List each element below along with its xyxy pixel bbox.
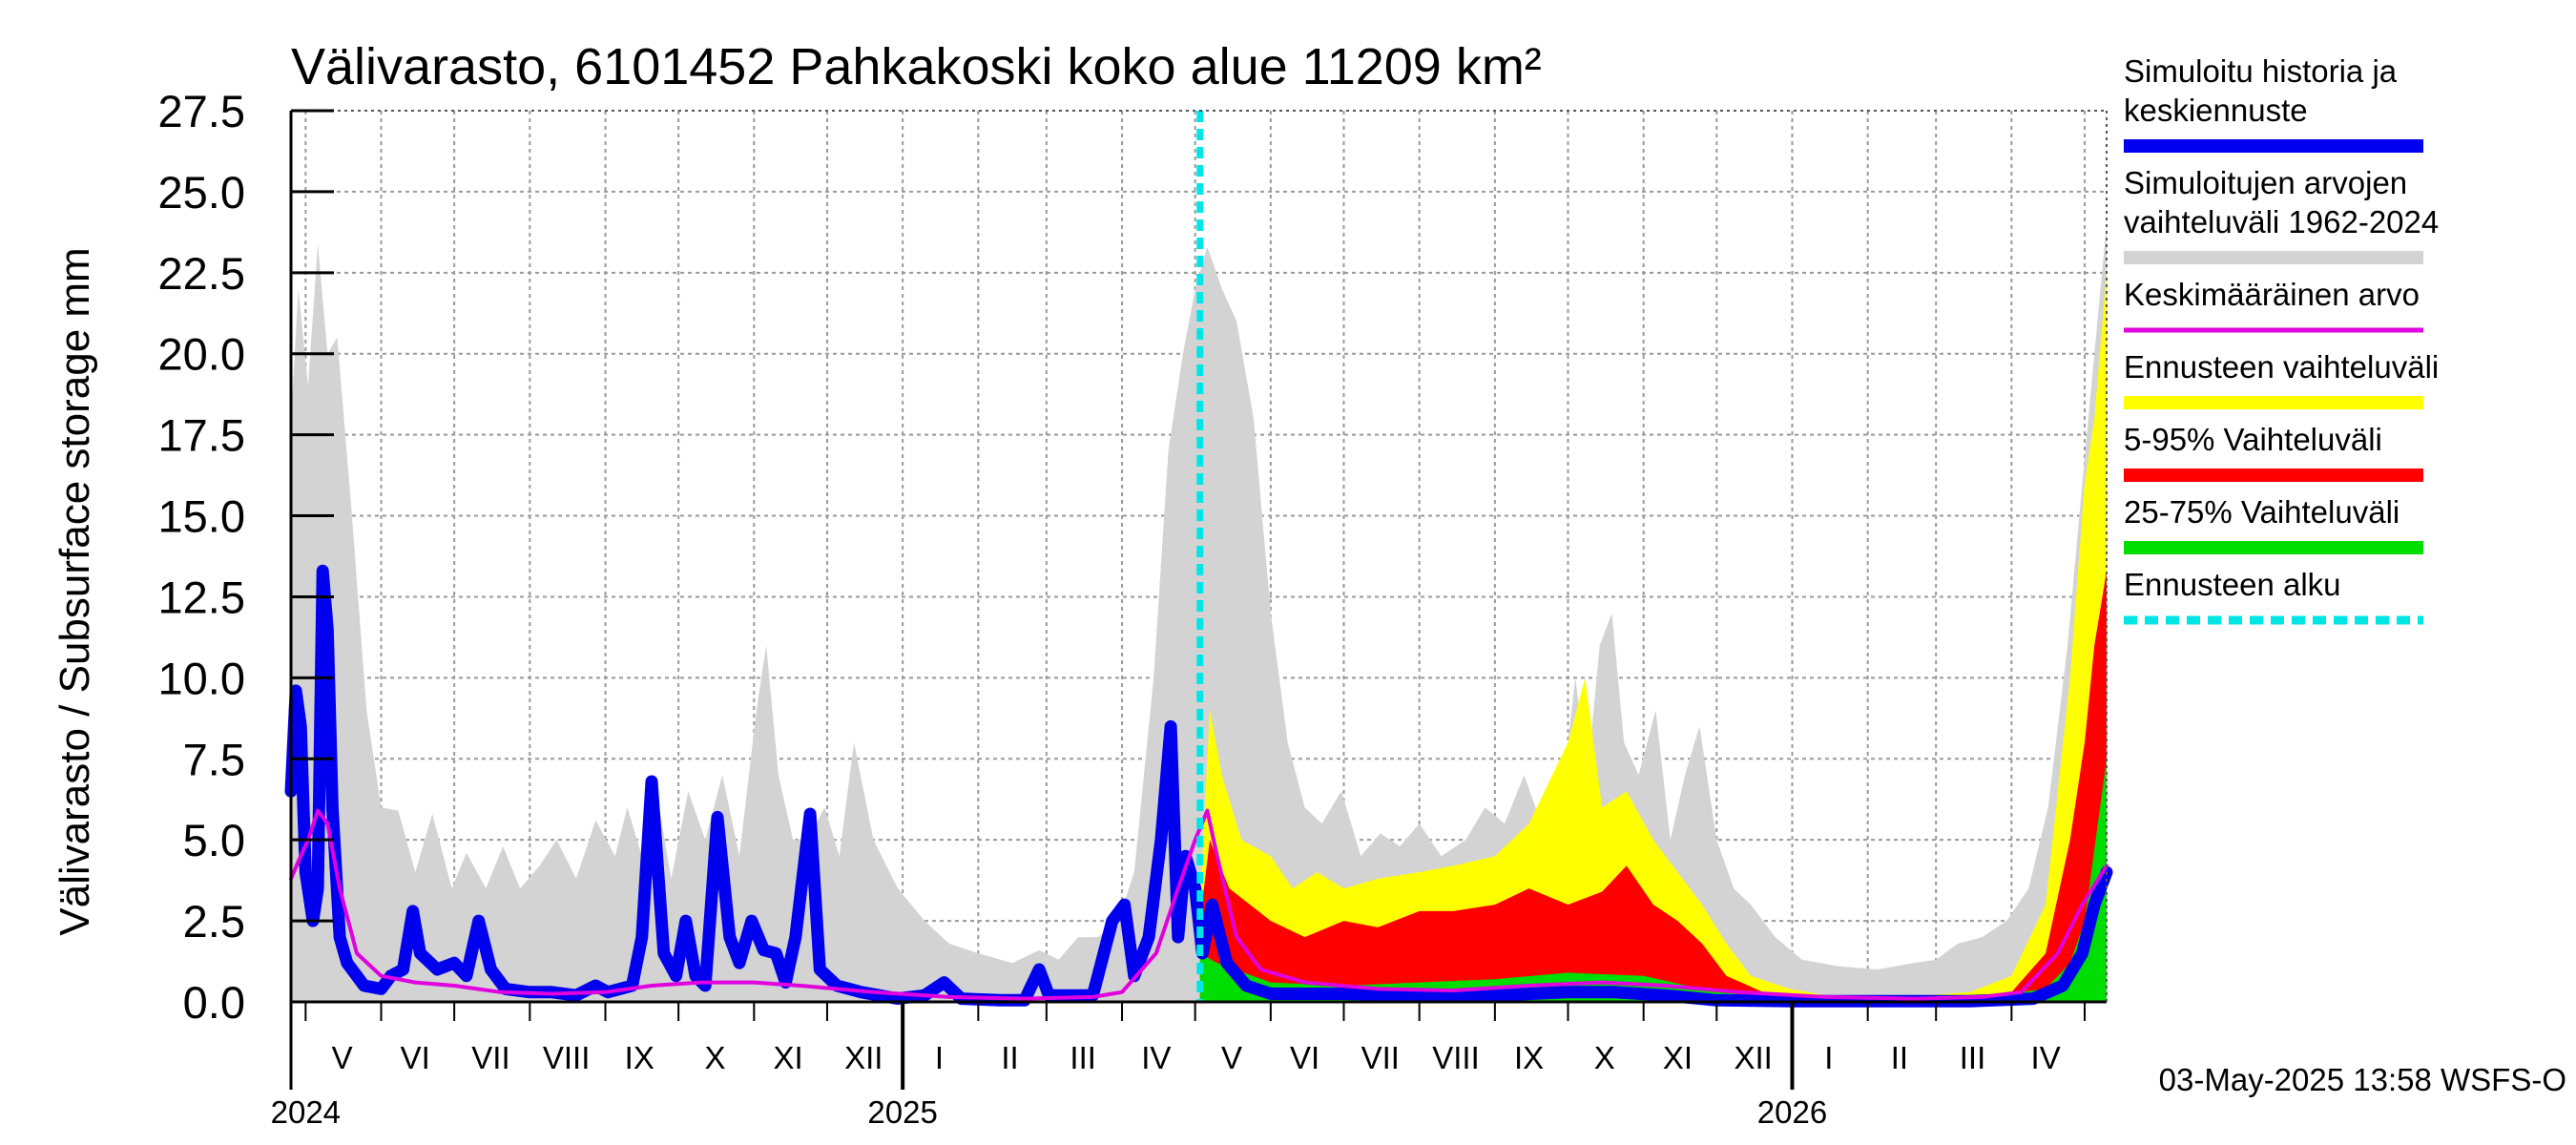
x-year-label: 2024: [271, 1094, 341, 1130]
x-month-label: VI: [1290, 1040, 1319, 1075]
y-tick-label: 10.0: [158, 653, 245, 703]
y-tick-label: 17.5: [158, 410, 245, 461]
x-month-label: X: [1594, 1040, 1615, 1075]
x-month-label: I: [1824, 1040, 1833, 1075]
legend-label: Simuloitu historia ja: [2124, 53, 2398, 89]
x-month-label: VIII: [543, 1040, 591, 1075]
y-tick-label: 25.0: [158, 167, 245, 218]
series-simuloitu-historia-ja-keskiennuste: [284, 564, 2113, 1008]
x-month-label: III: [1960, 1040, 1986, 1075]
series-lines: [284, 564, 2113, 1008]
y-tick-label: 12.5: [158, 572, 245, 622]
series-keskim-r-inen-arvo: [289, 808, 2109, 1001]
y-tick-label: 27.5: [158, 86, 245, 136]
x-month-label: XII: [844, 1040, 883, 1075]
x-year-label: 2026: [1757, 1094, 1827, 1130]
x-month-label: III: [1070, 1040, 1096, 1075]
legend: Simuloitu historia ja keskiennuste Simuloi…: [2124, 53, 2439, 625]
range-bands: [291, 223, 2107, 1002]
x-month-label: XI: [1663, 1040, 1693, 1075]
y-tick-label: 5.0: [183, 815, 245, 865]
x-month-label: XII: [1734, 1040, 1772, 1075]
legend-label: Ennusteen vaihteluväli: [2124, 349, 2439, 385]
x-year-label: 2025: [867, 1094, 937, 1130]
x-month-label: IX: [1514, 1040, 1544, 1075]
x-month-label: IV: [1141, 1040, 1171, 1075]
legend-label: Keskimääräinen arvo: [2124, 277, 2420, 312]
legend-label: keskiennuste: [2124, 93, 2308, 128]
legend-label: 25-75% Vaihteluväli: [2124, 494, 2399, 530]
x-month-label: II: [1891, 1040, 1908, 1075]
legend-label: Simuloitujen arvojen: [2124, 165, 2407, 200]
series-simuloitujen-arvojen-vaihteluv-li-1962-2024: [291, 223, 2107, 1002]
x-axis: V VI VII VIII IX X XI XII I II III IV V VI VII VIII IX X X…: [271, 1002, 2087, 1130]
x-month-label: VIII: [1432, 1040, 1480, 1075]
y-tick-label: 15.0: [158, 491, 245, 542]
chart-title: Välivarasto, 6101452 Pahkakoski koko alu…: [291, 38, 1542, 95]
series-5-95-vaihteluv-li: [1199, 571, 2107, 1002]
y-tick-label: 7.5: [183, 734, 245, 784]
x-month-label: V: [332, 1040, 353, 1075]
y-axis-label: Välivarasto / Subsurface storage mm: [52, 247, 98, 935]
x-month-label: II: [1001, 1040, 1018, 1075]
x-month-label: VII: [1361, 1040, 1400, 1075]
x-month-label: XI: [773, 1040, 802, 1075]
x-month-label: VI: [401, 1040, 430, 1075]
x-month-label: X: [704, 1040, 725, 1075]
legend-label: 5-95% Vaihteluväli: [2124, 422, 2382, 457]
legend-label: Ennusteen alku: [2124, 567, 2341, 602]
footer-timestamp: 03-May-2025 13:58 WSFS-O: [2159, 1062, 2566, 1097]
y-tick-label: 22.5: [158, 248, 245, 299]
x-month-label: IV: [2031, 1040, 2061, 1075]
y-tick-label: 2.5: [183, 896, 245, 947]
x-month-label: I: [935, 1040, 944, 1075]
x-month-label: VII: [471, 1040, 509, 1075]
x-month-label: IX: [625, 1040, 654, 1075]
legend-label: vaihteluväli 1962-2024: [2124, 204, 2439, 239]
y-tick-label: 20.0: [158, 329, 245, 380]
y-ticks: 0.0 2.5 5.0 7.5 10.0 12.5 15.0 17.5 20.0 22.5 25.0…: [158, 86, 334, 1028]
series-ennusteen-vaihteluv-li: [1199, 272, 2107, 1002]
x-month-label: V: [1221, 1040, 1242, 1075]
y-tick-label: 0.0: [183, 977, 245, 1028]
